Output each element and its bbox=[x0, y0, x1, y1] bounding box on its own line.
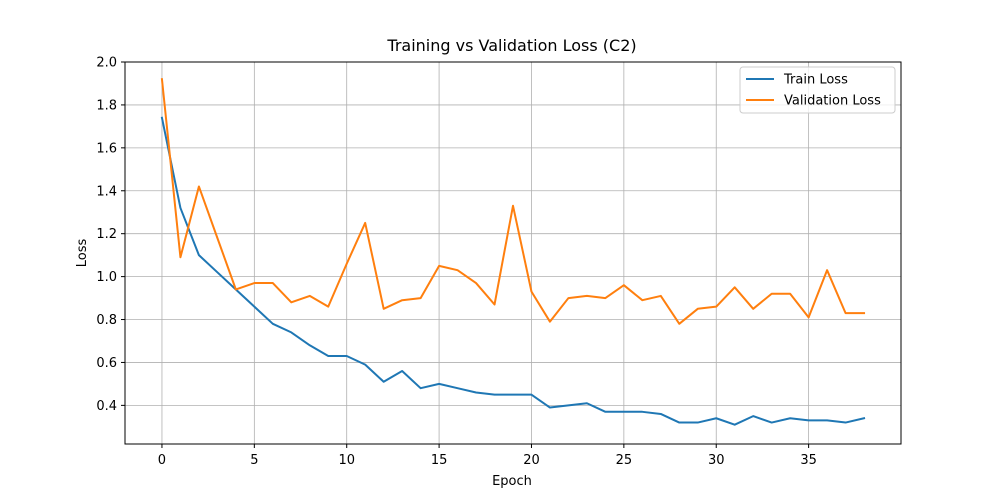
y-tick-label: 0.8 bbox=[96, 313, 117, 328]
y-axis: 0.4 0.6 0.8 1.0 1.2 1.4 1.6 1.8 2.0 bbox=[96, 56, 125, 414]
y-axis-title: Loss bbox=[75, 239, 90, 268]
plot-frame bbox=[124, 61, 902, 445]
grid bbox=[125, 61, 901, 444]
y-tick-label: 0.6 bbox=[96, 356, 117, 371]
legend-box bbox=[739, 66, 896, 114]
legend: Train Loss Validation Loss bbox=[739, 66, 896, 114]
y-tick-label: 1.4 bbox=[96, 184, 117, 199]
series-layer bbox=[160, 78, 866, 426]
y-tick-label: 1.0 bbox=[96, 270, 117, 285]
y-tick-label: 2.0 bbox=[96, 56, 117, 71]
x-axis: 0 5 10 15 20 25 30 35 bbox=[158, 444, 817, 468]
y-tick-label: 1.8 bbox=[96, 98, 117, 113]
x-tick-label: 15 bbox=[431, 453, 448, 468]
x-tick-label: 30 bbox=[708, 453, 725, 468]
x-tick-label: 5 bbox=[250, 453, 258, 468]
legend-label: Validation Loss bbox=[784, 94, 881, 109]
legend-label: Train Loss bbox=[783, 73, 848, 88]
series-line-validation-loss bbox=[160, 78, 866, 325]
series-line-train-loss bbox=[160, 116, 866, 426]
chart-title: Training vs Validation Loss (C2) bbox=[386, 36, 636, 55]
y-tick-label: 0.4 bbox=[96, 399, 117, 414]
x-tick-label: 0 bbox=[158, 453, 166, 468]
x-axis-title: Epoch bbox=[492, 474, 532, 489]
x-tick-label: 20 bbox=[523, 453, 540, 468]
x-tick-label: 10 bbox=[338, 453, 355, 468]
x-tick-label: 25 bbox=[616, 453, 633, 468]
y-tick-label: 1.6 bbox=[96, 141, 117, 156]
x-tick-label: 35 bbox=[800, 453, 817, 468]
y-tick-label: 1.2 bbox=[96, 227, 117, 242]
